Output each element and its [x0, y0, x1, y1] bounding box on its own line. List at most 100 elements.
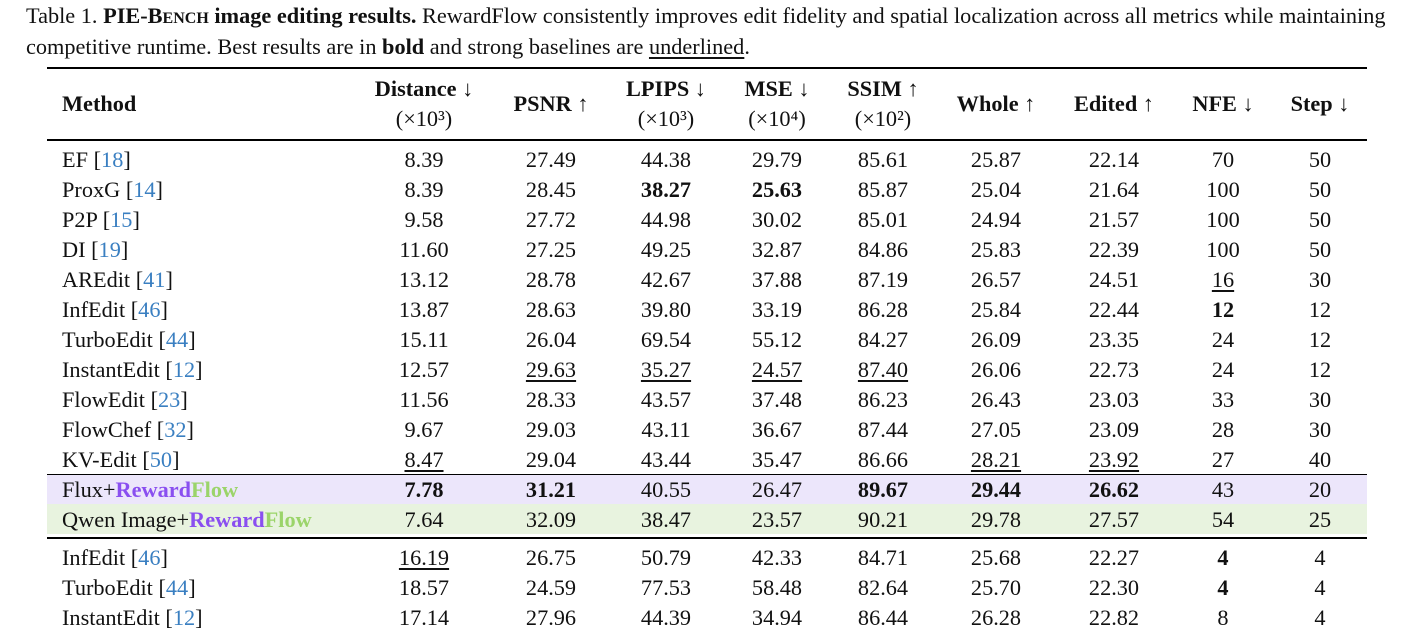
- column-header: PSNR ↑: [513, 91, 589, 116]
- value-cell: 27.57: [1088, 507, 1140, 532]
- method-text: ]: [155, 177, 163, 202]
- method-text: Flux+: [62, 477, 116, 502]
- value-cell: 25.70: [970, 575, 1022, 600]
- value-cell: 29.03: [525, 417, 577, 442]
- value-cell: 26.47: [751, 477, 803, 502]
- method-text: [: [93, 147, 102, 172]
- value-cell: 86.66: [857, 447, 909, 472]
- value-cell: 27.49: [525, 147, 577, 172]
- row-highlight: [47, 474, 1367, 504]
- value-cell: 25.68: [970, 545, 1022, 570]
- method-text: KV-Edit: [62, 447, 143, 472]
- method-text: [: [158, 327, 166, 352]
- value-cell: 26.06: [970, 357, 1022, 382]
- value-cell: 11.60: [399, 237, 449, 262]
- value-cell: 26.28: [970, 605, 1022, 630]
- method-text: 41: [143, 267, 166, 292]
- value-cell: 100: [1206, 237, 1240, 262]
- value-cell: 4: [1314, 575, 1326, 600]
- value-cell: 22.39: [1088, 237, 1140, 262]
- value-cell: 29.04: [525, 447, 577, 472]
- value-cell: 21.57: [1088, 207, 1140, 232]
- value-cell: 4: [1217, 575, 1229, 600]
- value-cell: 40.55: [640, 477, 692, 502]
- column-header: Whole ↑: [956, 91, 1036, 116]
- caption-text: and strong baselines are: [424, 34, 649, 59]
- method-text: [: [130, 545, 139, 570]
- value-cell: 55.12: [751, 327, 803, 352]
- column-unit: (×10³): [637, 106, 695, 131]
- method-cell: InstantEdit [12]: [62, 357, 203, 383]
- value-cell: 22.27: [1088, 545, 1140, 570]
- value-cell: 38.27: [640, 177, 692, 202]
- value-cell: 100: [1206, 207, 1240, 232]
- value-cell: 69.54: [640, 327, 692, 352]
- method-cell: DI [19]: [62, 237, 128, 263]
- method-text: InfEdit: [62, 297, 131, 322]
- column-header: Distance ↓: [374, 76, 474, 101]
- method-text: Flow: [264, 507, 312, 532]
- method-text: ]: [120, 237, 129, 262]
- method-text: ProxG: [62, 177, 126, 202]
- method-text: 44: [165, 327, 189, 352]
- value-cell: 12: [1308, 327, 1332, 352]
- method-text: [: [135, 267, 144, 292]
- value-cell: 13.12: [398, 267, 450, 292]
- caption-text: underlined: [648, 34, 745, 59]
- value-cell: 86.28: [857, 297, 909, 322]
- value-cell: 31.21: [525, 477, 577, 502]
- value-cell: 23.35: [1088, 327, 1140, 352]
- method-cell: KV-Edit [50]: [62, 447, 180, 473]
- value-cell: 8: [1217, 605, 1229, 630]
- value-cell: 85.87: [857, 177, 909, 202]
- value-cell: 28.45: [525, 177, 577, 202]
- value-cell: 58.48: [751, 575, 803, 600]
- value-cell: 16: [1211, 267, 1235, 292]
- caption-text: PIE-Bench: [103, 3, 209, 28]
- value-cell: 43.57: [640, 387, 692, 412]
- value-cell: 25.87: [970, 147, 1022, 172]
- method-cell: FlowChef [32]: [62, 417, 194, 443]
- column-header: Step ↓: [1290, 91, 1350, 116]
- value-cell: 33: [1211, 387, 1235, 412]
- method-text: ]: [172, 447, 180, 472]
- method-text: TurboEdit: [62, 327, 159, 352]
- page: Table 1. PIE-Bench image editing results…: [26, 3, 1386, 630]
- rule: [47, 67, 1367, 69]
- method-text: ]: [132, 207, 140, 232]
- method-text: [: [158, 575, 166, 600]
- method-text: ]: [123, 147, 131, 172]
- method-text: 18: [101, 147, 124, 172]
- value-cell: 7.78: [404, 477, 444, 502]
- value-cell: 35.27: [640, 357, 692, 382]
- method-text: [: [165, 605, 173, 630]
- value-cell: 29.78: [970, 507, 1022, 532]
- method-text: ]: [180, 387, 188, 412]
- caption-text: image editing results.: [208, 3, 417, 28]
- method-text: [: [125, 177, 134, 202]
- value-cell: 25: [1308, 507, 1332, 532]
- method-text: 23: [158, 387, 181, 412]
- value-cell: 28.78: [525, 267, 577, 292]
- value-cell: 4: [1217, 545, 1229, 570]
- value-cell: 90.21: [857, 507, 909, 532]
- method-cell: FlowEdit [23]: [62, 387, 188, 413]
- value-cell: 28.21: [970, 447, 1022, 472]
- method-text: ]: [195, 605, 203, 630]
- value-cell: 37.48: [751, 387, 803, 412]
- value-cell: 40: [1308, 447, 1332, 472]
- value-cell: 4: [1314, 605, 1326, 630]
- value-cell: 25.04: [970, 177, 1022, 202]
- value-cell: 27: [1211, 447, 1235, 472]
- value-cell: 42.33: [751, 545, 803, 570]
- value-cell: 20: [1308, 477, 1332, 502]
- value-cell: 87.19: [857, 267, 909, 292]
- value-cell: 37.88: [751, 267, 803, 292]
- value-cell: 24.51: [1088, 267, 1140, 292]
- value-cell: 27.96: [525, 605, 577, 630]
- row-highlight: [47, 504, 1367, 534]
- method-text: DI: [62, 237, 92, 262]
- method-cell: InfEdit [46]: [62, 297, 168, 323]
- method-text: 46: [138, 545, 161, 570]
- value-cell: 30: [1308, 267, 1332, 292]
